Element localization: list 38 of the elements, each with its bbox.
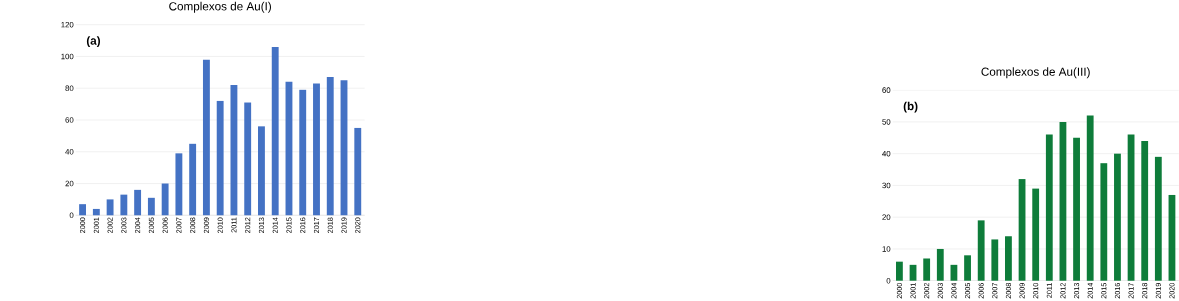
bar [896,261,903,281]
bar [1100,163,1108,281]
bar [1114,153,1121,281]
chart-title: Complexos de Au(III) [981,67,1090,79]
bar [923,258,931,281]
bar [271,47,279,216]
bar [147,198,155,216]
bar [1032,188,1040,281]
bar [230,85,238,216]
annotation: (b) [903,101,918,113]
bar [92,209,100,216]
bar [299,90,307,216]
bar [991,239,999,281]
bar [216,101,224,216]
bar [313,83,320,216]
bar [1141,141,1149,281]
bar [1154,157,1162,281]
bar [977,220,985,281]
bar [161,183,169,216]
bar [134,190,142,216]
chart-title: Complexos de Au(I) [169,2,271,13]
bar [79,204,87,216]
bar [175,153,183,216]
bar [936,249,944,281]
bar [354,128,362,216]
bar [326,77,334,216]
bar [1045,134,1053,281]
bar [189,144,197,216]
bar [244,102,252,216]
bar [1073,137,1080,281]
bar [106,199,114,216]
bar [964,255,971,281]
bar [258,126,265,216]
bar [202,59,210,216]
bar [1005,236,1012,281]
bar [120,194,128,216]
annotation: (a) [86,36,101,48]
bar [1086,115,1094,281]
